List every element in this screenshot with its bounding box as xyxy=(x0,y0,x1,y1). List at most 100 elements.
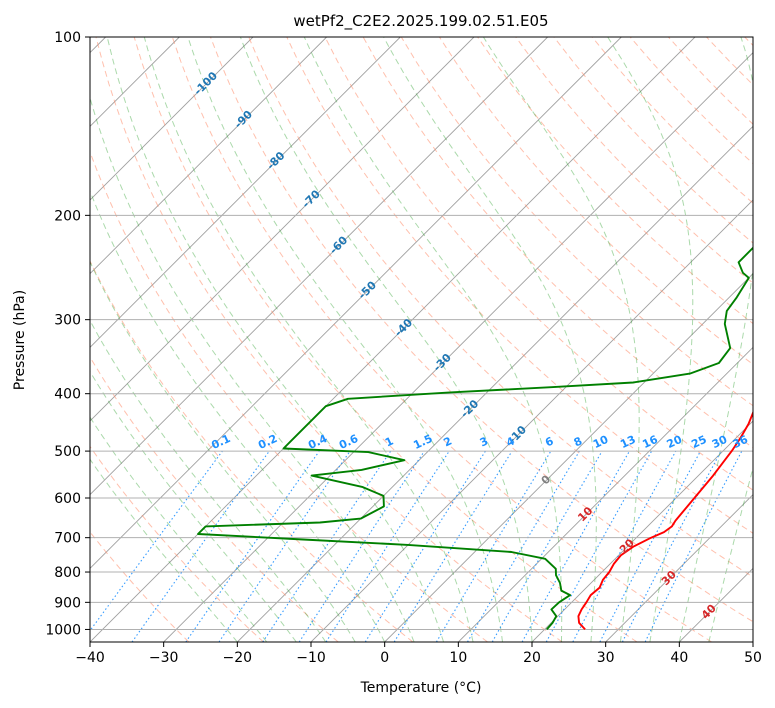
x-tick-label: 50 xyxy=(744,650,762,666)
mixing-ratio-line xyxy=(131,450,270,642)
moist-adiabat-line xyxy=(143,37,474,642)
x-tick-label: 10 xyxy=(449,650,467,666)
pressure-gridlines xyxy=(90,37,753,630)
moist-adiabat-line xyxy=(90,319,327,642)
isotherm-label: -80 xyxy=(264,149,287,172)
y-axis-label: Pressure (hPa) xyxy=(12,290,28,390)
mixing-ratio-line xyxy=(599,450,701,642)
mixing-ratio-line xyxy=(521,450,630,642)
dry-adiabat-line xyxy=(90,356,339,642)
moist-adiabat-line xyxy=(90,260,356,642)
isotherm-line xyxy=(90,37,548,496)
isotherm-line xyxy=(752,641,753,642)
dry-adiabat-line xyxy=(553,37,753,244)
moist-adiabat-line xyxy=(90,458,238,642)
isotherm-line xyxy=(90,37,696,642)
x-tick-label: −30 xyxy=(149,650,179,666)
mixing-ratio-line xyxy=(185,450,320,642)
dry-adiabat-line xyxy=(324,37,753,491)
mixing-ratio-line xyxy=(644,450,743,642)
x-tick-label: −10 xyxy=(296,650,326,666)
moist-adiabat-line xyxy=(90,370,297,642)
x-tick-label: 0 xyxy=(380,650,389,666)
temperature-profile xyxy=(577,410,753,631)
dry-adiabat-line xyxy=(90,259,414,642)
mixing-ratio-label: 8 xyxy=(572,434,584,449)
isotherm-label: -60 xyxy=(327,233,350,256)
y-tick-label: 700 xyxy=(54,531,81,547)
moist-adiabat-line xyxy=(90,416,268,642)
plot-frame xyxy=(89,36,754,643)
mixing-ratio-label: 36 xyxy=(731,433,751,451)
x-tick-label: −40 xyxy=(75,650,105,666)
dry-adiabat-line xyxy=(210,37,753,623)
y-tick-label: 200 xyxy=(54,208,81,224)
x-tick-label: 40 xyxy=(670,650,688,666)
mixing-ratio-label: 3 xyxy=(478,434,490,449)
y-axis: 100 200 300 400 500 600 700 800 900 1000 xyxy=(45,30,90,638)
x-axis: −40 −30 −20 −10 0 10 20 30 40 50 xyxy=(75,642,762,666)
y-tick-label: 900 xyxy=(54,595,81,611)
isotherm-line xyxy=(310,199,753,642)
x-tick-label: 30 xyxy=(597,650,615,666)
y-tick-label: 600 xyxy=(54,491,81,507)
mixing-ratio-line xyxy=(90,450,223,632)
mixing-ratio-label: 1 xyxy=(383,434,395,449)
mixing-ratio-line xyxy=(325,450,450,642)
mixing-ratio-label: 10 xyxy=(591,433,611,451)
mixing-ratio-label: 16 xyxy=(640,433,660,451)
mixing-ratio-line xyxy=(467,450,580,642)
dry-adiabat-line xyxy=(515,37,753,284)
mixing-ratio-label: 13 xyxy=(618,433,637,451)
mixing-ratio-label: 0.1 xyxy=(209,432,232,452)
isotherm-line xyxy=(458,346,753,642)
dry-adiabat-line xyxy=(133,37,638,642)
dry-adiabat-line xyxy=(744,37,753,47)
mixing-ratio-label: 6 xyxy=(543,434,556,449)
y-tick-label: 500 xyxy=(54,444,81,460)
y-tick-label: 300 xyxy=(54,313,81,329)
moist-adiabat-line xyxy=(607,37,694,642)
isotherm-label: 40 xyxy=(699,602,719,622)
dry-adiabat-line xyxy=(95,37,563,642)
mixing-ratio-label: 30 xyxy=(710,433,730,451)
isotherm-label: -30 xyxy=(431,351,454,374)
isotherm-line xyxy=(531,420,753,642)
mixing-ratio-line xyxy=(298,450,425,642)
isotherm-label: -50 xyxy=(356,278,379,301)
reference-lines xyxy=(90,37,753,642)
moist-adiabat-line xyxy=(187,37,503,642)
x-tick-label: 20 xyxy=(523,650,541,666)
isotherm-label: 10 xyxy=(575,504,595,524)
dry-adiabat-line xyxy=(286,37,753,534)
isotherm-line xyxy=(679,567,753,642)
moist-adiabat-line xyxy=(106,37,445,642)
isotherm-line xyxy=(90,37,254,201)
mixing-ratio-line xyxy=(545,450,653,642)
isotherm-line xyxy=(384,273,753,642)
mixing-ratio-line xyxy=(218,450,351,642)
isotherm-label: -70 xyxy=(300,187,323,210)
x-axis-label: Temperature (°C) xyxy=(360,680,482,696)
x-tick-label: −20 xyxy=(223,650,253,666)
isotherm-line xyxy=(90,37,475,422)
mixing-ratio-line xyxy=(262,450,392,642)
y-tick-label: 100 xyxy=(54,30,81,46)
mixing-ratio-label: 0.4 xyxy=(306,432,329,452)
moist-adiabat-line xyxy=(708,466,753,642)
isotherm-label: -100 xyxy=(191,69,220,98)
chart-title: wetPf2_C2E2.2025.199.02.51.E05 xyxy=(293,12,548,31)
isotherm-line xyxy=(605,494,753,642)
moist-adiabat-line xyxy=(383,37,597,642)
mixing-ratio-label: 20 xyxy=(665,433,685,451)
moist-adiabat-line xyxy=(303,37,563,642)
dry-adiabat-line xyxy=(90,531,190,642)
moist-adiabat-line xyxy=(678,37,753,642)
dry-adiabat-line xyxy=(591,37,753,204)
sounding-profiles xyxy=(197,246,753,631)
moist-adiabat-line xyxy=(90,189,386,642)
moist-adiabat-line xyxy=(239,37,533,642)
y-tick-label: 1000 xyxy=(45,622,81,638)
mixing-ratio-line xyxy=(393,450,513,642)
